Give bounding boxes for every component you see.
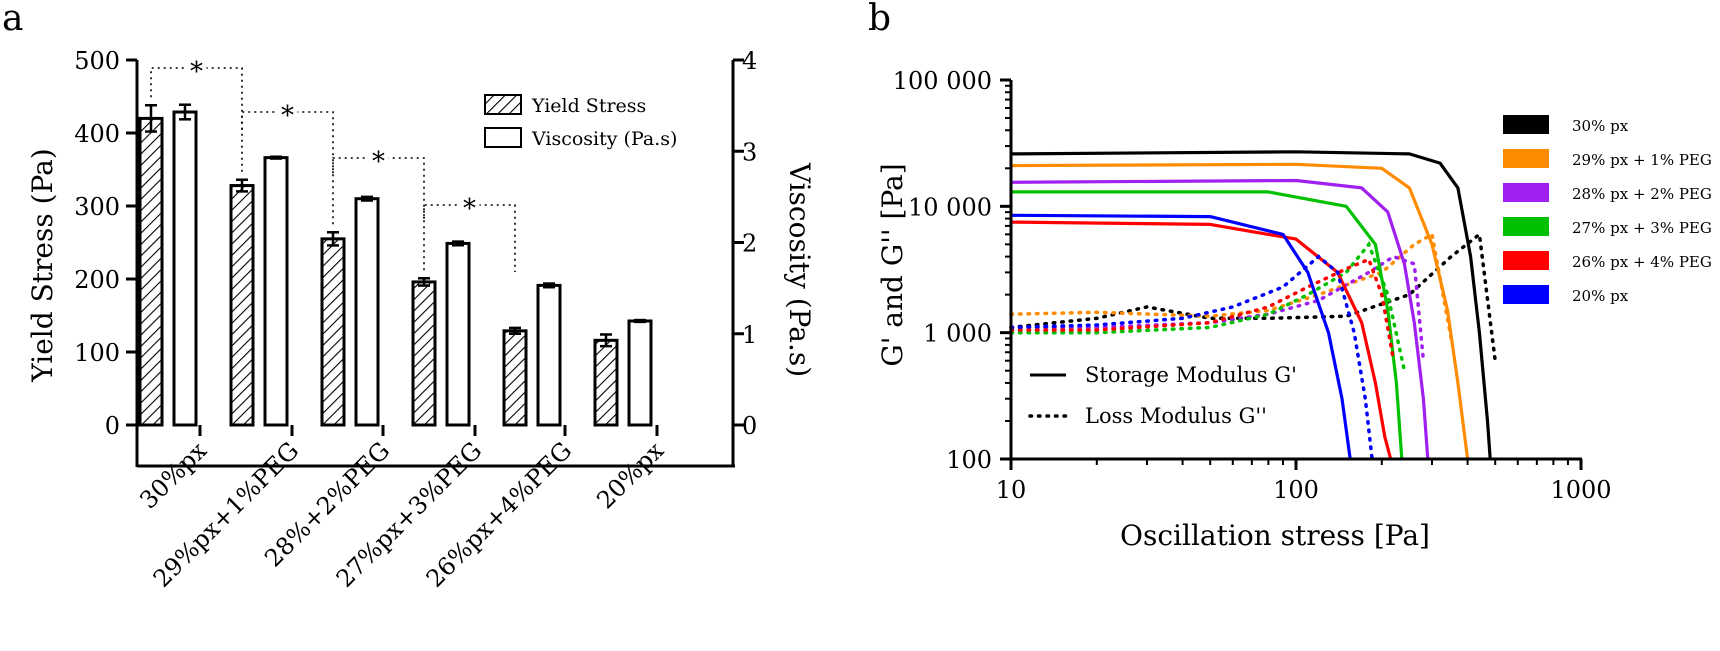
bar-viscosity xyxy=(263,156,289,427)
bar-yield-stress xyxy=(502,329,528,427)
b-y-tick-label: 10 000 xyxy=(908,193,992,221)
bar-yield-stress xyxy=(138,116,164,427)
significance-bracket xyxy=(150,67,243,130)
storage-modulus-line xyxy=(1010,178,1430,460)
left-y-tick-label: 500 xyxy=(74,47,120,75)
bar-legend: Yield Stress Viscosity (Pa.s) xyxy=(484,94,677,150)
significance-mask xyxy=(277,102,298,122)
legend-series-label: 26% px + 4% PEG xyxy=(1572,253,1712,271)
b-y-tick-label: 1 000 xyxy=(923,320,992,348)
legend-swatch xyxy=(1503,285,1549,304)
legend-swatch xyxy=(1503,251,1549,270)
significance-bracket xyxy=(241,111,334,174)
storage-modulus-line xyxy=(1010,213,1352,460)
b-x-tick-label: 1000 xyxy=(1550,476,1611,504)
storage-modulus-line xyxy=(1011,190,1404,460)
right-y-tick-label: 2 xyxy=(742,230,757,258)
bar-viscosity xyxy=(354,197,380,427)
bar-viscosity xyxy=(172,110,198,427)
significance-mask xyxy=(459,195,480,215)
panel-a-label: a xyxy=(2,0,23,39)
legend-series-label: 20% px xyxy=(1572,287,1629,305)
legend-swatch xyxy=(1503,115,1549,134)
bar-yield-stress xyxy=(320,237,346,427)
storage-modulus-line xyxy=(1010,220,1393,460)
panel-b-label: b xyxy=(868,0,891,39)
b-x-axis-title: Oscillation stress [Pa] xyxy=(1120,519,1430,552)
bar-viscosity xyxy=(445,241,471,427)
legend-label-viscosity: Viscosity (Pa.s) xyxy=(531,128,677,150)
b-y-tick-label: 100 000 xyxy=(893,67,992,95)
legend-swatch xyxy=(1503,183,1549,202)
b-x-tick-label: 10 xyxy=(996,476,1027,504)
loss-modulus-line xyxy=(1009,257,1396,363)
legend-series-label: 28% px + 2% PEG xyxy=(1572,185,1712,203)
right-y-axis-title: Viscosity (Pa.s) xyxy=(783,162,816,377)
bar-yield-stress xyxy=(411,280,437,427)
significance-mask xyxy=(368,148,389,168)
significance-star: * xyxy=(281,101,294,131)
legend-label-storage: Storage Modulus G' xyxy=(1085,363,1297,387)
legend-swatch-viscosity xyxy=(484,127,522,148)
bar-viscosity xyxy=(536,283,562,427)
legend-series-label: 30% px xyxy=(1572,117,1629,135)
legend-label-loss: Loss Modulus G'' xyxy=(1085,404,1267,428)
legend-label-yield-stress: Yield Stress xyxy=(531,95,646,117)
left-y-tick-label: 400 xyxy=(74,120,120,148)
significance-star: * xyxy=(372,147,385,177)
loss-modulus-line xyxy=(1009,254,1426,363)
left-y-axis-title: Yield Stress (Pa) xyxy=(26,148,59,382)
series-legend: 30% px 29% px + 1% PEG 28% px + 2% PEG 27% … xyxy=(1503,115,1712,305)
legend-swatch-yield-stress xyxy=(484,94,522,115)
bar-yield-stress xyxy=(229,184,255,427)
style-legend: Storage Modulus G' Loss Modulus G'' xyxy=(1028,363,1297,428)
b-y-axis-title: G' and G'' [Pa] xyxy=(876,163,909,366)
right-y-tick-label: 4 xyxy=(742,47,757,75)
significance-star: * xyxy=(463,194,476,224)
legend-swatch xyxy=(1503,149,1549,168)
right-y-tick-label: 0 xyxy=(742,412,757,440)
bar-yield-stress xyxy=(593,338,619,427)
b-y-tick-label: 100 xyxy=(946,446,992,474)
storage-modulus-line xyxy=(1010,150,1492,460)
category-label: 30%px xyxy=(134,436,212,514)
left-y-tick-label: 0 xyxy=(105,412,120,440)
left-y-tick-label: 300 xyxy=(74,193,120,221)
bar-viscosity xyxy=(627,319,653,427)
left-y-tick-label: 100 xyxy=(74,339,120,367)
storage-modulus-line xyxy=(1010,162,1470,460)
category-label: 20%px xyxy=(591,436,669,514)
legend-swatch xyxy=(1503,217,1549,236)
significance-star: * xyxy=(190,57,203,87)
loss-modulus-line xyxy=(1009,240,1407,373)
legend-series-label: 29% px + 1% PEG xyxy=(1572,151,1712,169)
significance-mask xyxy=(186,58,207,78)
left-y-tick-label: 200 xyxy=(74,266,120,294)
b-x-tick-label: 100 xyxy=(1273,476,1319,504)
right-y-tick-label: 1 xyxy=(742,321,757,349)
right-y-tick-label: 3 xyxy=(742,138,757,166)
loss-modulus-line xyxy=(1009,231,1453,341)
legend-series-label: 27% px + 3% PEG xyxy=(1572,219,1712,237)
loss-modulus-line xyxy=(1009,254,1374,461)
